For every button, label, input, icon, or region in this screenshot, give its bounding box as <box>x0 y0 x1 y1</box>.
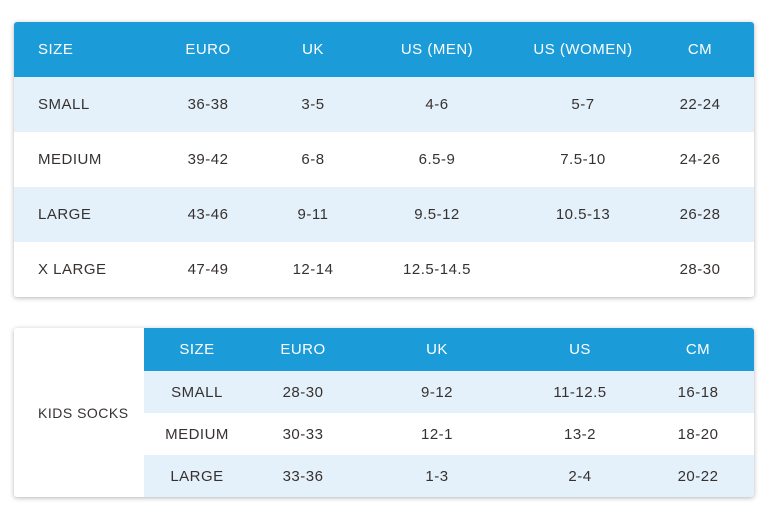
value-cell: 10.5-13 <box>520 187 646 242</box>
size-cell: X LARGE <box>14 242 144 297</box>
value-cell: 33-36 <box>250 455 356 497</box>
value-cell: 20-22 <box>642 455 754 497</box>
header-cell-cm: CM <box>642 328 754 371</box>
adult-size-table: SIZE EURO UK US (MEN) US (WOMEN) CM SMAL… <box>14 22 754 297</box>
value-cell: 22-24 <box>646 77 754 132</box>
size-cell: MEDIUM <box>144 413 250 455</box>
table-row-medium: MEDIUM 30-33 12-1 13-2 18-20 <box>14 413 754 455</box>
table-row-large: LARGE 43-46 9-11 9.5-12 10.5-13 26-28 <box>14 187 754 242</box>
table-row-x-large: X LARGE 47-49 12-14 12.5-14.5 28-30 <box>14 242 754 297</box>
header-cell-size: SIZE <box>14 22 144 77</box>
table-row-medium: MEDIUM 39-42 6-8 6.5-9 7.5-10 24-26 <box>14 132 754 187</box>
value-cell: 43-46 <box>144 187 272 242</box>
header-cell-uk: UK <box>356 328 518 371</box>
header-cell-cm: CM <box>646 22 754 77</box>
header-cell-size: SIZE <box>144 328 250 371</box>
value-cell: 9.5-12 <box>354 187 520 242</box>
value-cell: 6-8 <box>272 132 354 187</box>
value-cell: 5-7 <box>520 77 646 132</box>
value-cell: 16-18 <box>642 371 754 413</box>
value-cell: 12.5-14.5 <box>354 242 520 297</box>
value-cell: 28-30 <box>646 242 754 297</box>
header-cell-uk: UK <box>272 22 354 77</box>
table-row-small: SMALL 28-30 9-12 11-12.5 16-18 <box>14 371 754 413</box>
header-cell-us-women: US (WOMEN) <box>520 22 646 77</box>
value-cell: 9-11 <box>272 187 354 242</box>
value-cell: 11-12.5 <box>518 371 642 413</box>
value-cell: 1-3 <box>356 455 518 497</box>
size-cell: LARGE <box>144 455 250 497</box>
size-cell: SMALL <box>144 371 250 413</box>
value-cell: 6.5-9 <box>354 132 520 187</box>
value-cell: 4-6 <box>354 77 520 132</box>
kids-header-row: KIDS SOCKS SIZE EURO UK US CM <box>14 328 754 497</box>
size-chart-page: SIZE EURO UK US (MEN) US (WOMEN) CM SMAL… <box>14 22 754 497</box>
value-cell: 36-38 <box>144 77 272 132</box>
value-cell: 13-2 <box>518 413 642 455</box>
size-cell: SMALL <box>14 77 144 132</box>
value-cell: 12-1 <box>356 413 518 455</box>
value-cell: 24-26 <box>646 132 754 187</box>
value-cell: 47-49 <box>144 242 272 297</box>
value-cell: 9-12 <box>356 371 518 413</box>
kids-socks-label: KIDS SOCKS <box>14 328 144 497</box>
header-cell-euro: EURO <box>250 328 356 371</box>
value-cell: 28-30 <box>250 371 356 413</box>
value-cell: 7.5-10 <box>520 132 646 187</box>
kids-size-table-card: KIDS SOCKS SIZE EURO UK US CM SMALL 28-3… <box>14 328 754 497</box>
value-cell-empty <box>520 242 646 297</box>
kids-size-table: KIDS SOCKS SIZE EURO UK US CM SMALL 28-3… <box>14 328 754 497</box>
size-cell: LARGE <box>14 187 144 242</box>
table-row-small: SMALL 36-38 3-5 4-6 5-7 22-24 <box>14 77 754 132</box>
value-cell: 26-28 <box>646 187 754 242</box>
value-cell: 30-33 <box>250 413 356 455</box>
table-row-large: LARGE 33-36 1-3 2-4 20-22 <box>14 455 754 497</box>
header-cell-us: US <box>518 328 642 371</box>
header-cell-euro: EURO <box>144 22 272 77</box>
size-cell: MEDIUM <box>14 132 144 187</box>
value-cell: 3-5 <box>272 77 354 132</box>
value-cell: 12-14 <box>272 242 354 297</box>
header-cell-us-men: US (MEN) <box>354 22 520 77</box>
value-cell: 39-42 <box>144 132 272 187</box>
adult-header-row: SIZE EURO UK US (MEN) US (WOMEN) CM <box>14 22 754 77</box>
value-cell: 2-4 <box>518 455 642 497</box>
value-cell: 18-20 <box>642 413 754 455</box>
adult-size-table-card: SIZE EURO UK US (MEN) US (WOMEN) CM SMAL… <box>14 22 754 297</box>
